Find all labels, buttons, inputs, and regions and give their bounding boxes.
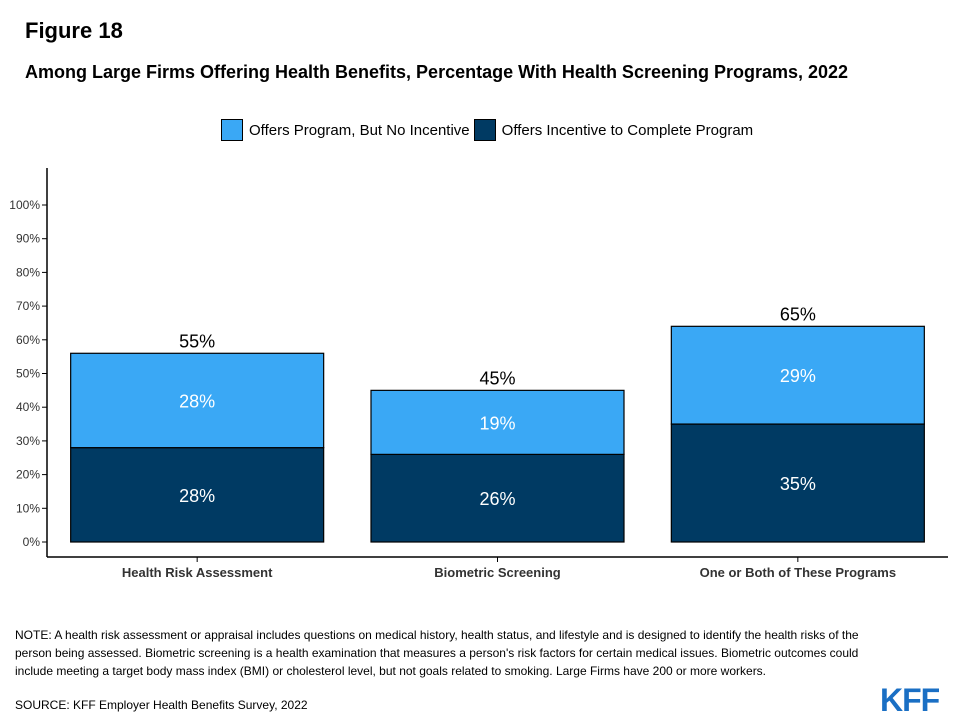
bar-total-label: 45%: [479, 368, 515, 388]
bar-segment: [670, 325, 925, 425]
bar-segment: [670, 423, 925, 543]
legend-swatch-incentive: [473, 119, 496, 141]
bar-segment: [70, 447, 325, 543]
y-tick-label: 80%: [16, 265, 40, 279]
legend-item-no-incentive: Offers Program, But No Incentive: [221, 119, 470, 141]
y-tick-label: 50%: [16, 367, 40, 381]
figure-label: Figure 18: [25, 18, 123, 43]
legend-item-incentive: Offers Incentive to Complete Program: [473, 119, 754, 141]
y-tick-label: 40%: [16, 400, 40, 414]
y-tick-label: 20%: [16, 468, 40, 482]
bar-segment: [370, 389, 625, 455]
y-tick-label: 90%: [16, 232, 40, 246]
bar-segment: [70, 352, 325, 449]
y-tick-label: 30%: [16, 434, 40, 448]
note-text: NOTE: A health risk assessment or apprai…: [15, 628, 859, 678]
legend-swatch-no-incentive: [221, 119, 243, 141]
legend: Offers Program, But No Incentive Offers …: [221, 119, 757, 141]
chart-plot: 0% 10% 20% 30% 40% 50% 60% 70% 80% 90% 100% 28% 28% 5…: [9, 168, 948, 580]
x-category-label: Health Risk Assessment: [122, 565, 273, 580]
kff-logo: KFF: [880, 682, 940, 718]
legend-label-incentive: Offers Incentive to Complete Program: [501, 121, 754, 139]
bar-value-label: 35%: [780, 474, 816, 494]
bar-total-label: 65%: [780, 304, 816, 324]
y-tick-label: 0%: [23, 535, 41, 549]
y-tick-label: 70%: [16, 299, 40, 313]
x-category-label: Biometric Screening: [434, 565, 560, 580]
y-tick-label: 10%: [16, 501, 40, 515]
bar-value-label: 26%: [479, 489, 515, 509]
bar-total-label: 55%: [179, 331, 215, 351]
bar-value-label: 29%: [780, 366, 816, 386]
bar-value-label: 28%: [179, 391, 215, 411]
source-text: SOURCE: KFF Employer Health Benefits Sur…: [15, 698, 308, 712]
bar-value-label: 28%: [179, 486, 215, 506]
bar-segment: [370, 453, 625, 543]
x-category-label: One or Both of These Programs: [700, 565, 896, 580]
chart-title: Among Large Firms Offering Health Benefi…: [25, 62, 849, 82]
y-tick-label: 60%: [16, 333, 40, 347]
bar-value-label: 19%: [479, 413, 515, 433]
legend-label-no-incentive: Offers Program, But No Incentive: [249, 121, 470, 139]
y-tick-label: 100%: [9, 198, 40, 212]
